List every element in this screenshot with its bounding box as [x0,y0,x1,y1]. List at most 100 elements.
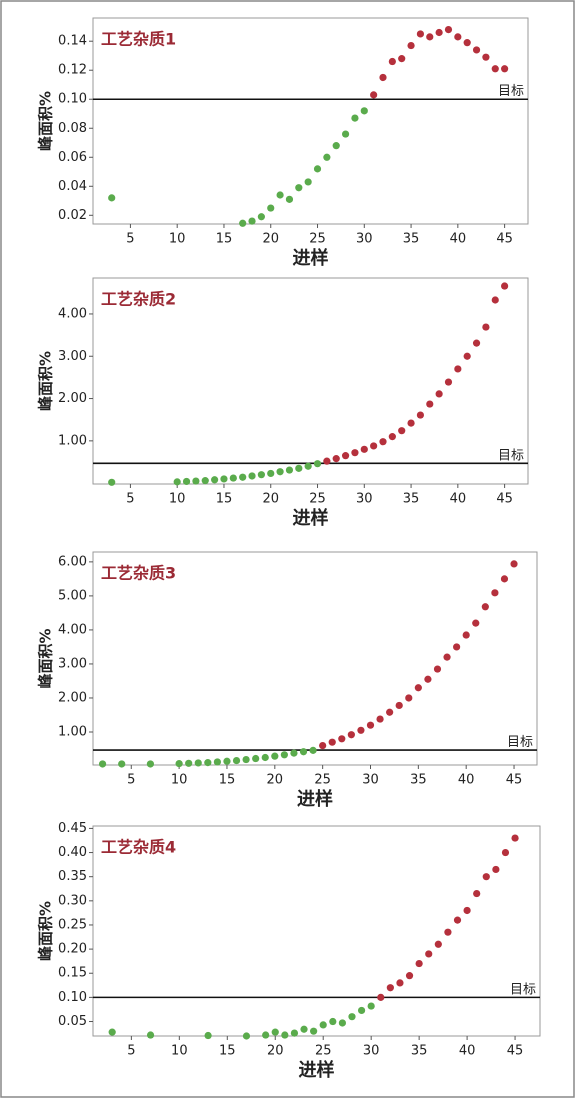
x-tick-label: 10 [171,773,188,788]
point [491,589,499,597]
point [204,1031,212,1040]
point [453,916,462,924]
x-tick-label: 30 [363,1044,380,1059]
point [426,33,434,41]
point [271,1028,279,1036]
y-axis-label: 峰面积% [37,901,55,961]
point [433,665,442,673]
point [108,194,116,202]
point [473,889,481,898]
point [285,195,294,203]
point [379,73,387,82]
y-tick-label: 0.35 [58,869,87,884]
x-tick-label: 45 [506,773,523,788]
y-tick-label: 0.10 [58,92,87,107]
point [248,217,256,225]
point [338,1019,346,1027]
point [376,715,384,723]
point [299,748,308,756]
x-tick-label: 40 [458,773,475,788]
point [444,928,452,936]
x-tick-label: 40 [450,232,467,247]
x-tick-label: 45 [496,232,513,247]
point [319,1021,327,1029]
point [300,1025,308,1033]
y-tick-label: 0.25 [58,917,87,932]
x-tick-label: 10 [169,232,186,247]
point [213,758,221,766]
point [98,760,107,768]
x-tick-label: 5 [126,492,134,507]
chart-title: 工艺杂质1 [101,30,176,49]
x-tick-label: 10 [171,1044,188,1059]
point [462,631,470,639]
y-tick-label: 0.15 [58,966,87,981]
x-tick-label: 45 [496,492,513,507]
point [453,643,461,651]
point [310,1027,318,1035]
y-tick-label: 1.00 [58,724,87,739]
x-tick-label: 5 [127,773,135,788]
point [328,738,336,746]
point [192,477,200,485]
x-tick-label: 20 [262,232,279,247]
x-axis-label: 进样 [299,1059,335,1081]
x-tick-label: 15 [219,773,236,788]
x-tick-label: 20 [267,1044,284,1059]
x-tick-label: 30 [362,773,379,788]
y-axis-label: 峰面积% [37,628,55,688]
point [201,477,209,485]
point [407,41,415,50]
x-tick-label: 30 [356,232,373,247]
point [323,457,331,465]
point [454,33,462,41]
point [416,30,425,38]
point [370,442,378,450]
target-label: 目标 [498,448,524,463]
point [482,323,490,331]
point [332,142,340,150]
y-tick-label: 1.00 [58,433,87,448]
point [416,411,425,419]
point [220,475,228,483]
point [463,352,471,360]
y-tick-label: 2.00 [58,690,87,705]
x-tick-label: 5 [127,1044,135,1059]
point [257,471,265,479]
x-tick-label: 35 [403,492,420,507]
point [357,1006,366,1015]
point [257,213,265,221]
point [386,708,394,716]
point [295,464,303,472]
y-tick-label: 0.10 [58,990,87,1005]
x-tick-label: 35 [403,232,420,247]
point [276,468,284,476]
point [332,455,340,463]
point [267,469,275,478]
point [388,433,396,441]
point [267,204,275,212]
x-tick-label: 20 [267,773,284,788]
point [501,282,509,290]
y-tick-label: 0.08 [58,121,87,136]
x-tick-label: 25 [309,492,326,507]
x-tick-label: 25 [315,1044,332,1059]
point [425,950,433,958]
point [304,462,312,470]
chart-title: 工艺杂质2 [101,290,176,309]
point [290,1029,299,1037]
point [481,603,489,611]
point [338,735,346,743]
point [271,752,279,760]
plot-area [92,17,529,225]
y-tick-label: 5.00 [58,588,87,603]
point [204,759,212,767]
point [351,449,359,457]
point [248,472,256,480]
x-tick-label: 45 [507,1044,524,1059]
point [426,400,434,408]
point [146,760,155,768]
point [472,619,480,627]
point [323,153,331,161]
